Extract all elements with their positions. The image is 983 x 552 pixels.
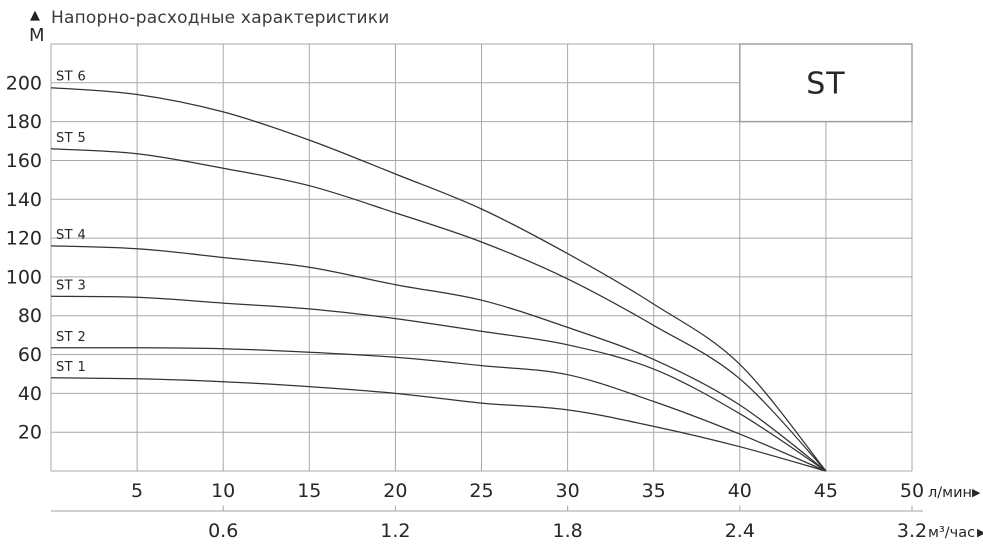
x-axis-tick-label: 10 [211, 480, 235, 502]
curve-st6 [50, 87, 827, 472]
x-axis-tick-label: 20 [383, 480, 407, 502]
y-axis-tick-label: 40 [18, 383, 42, 405]
y-axis-tick-label: 200 [6, 72, 42, 94]
curve-label-st3: ST 3 [56, 278, 86, 293]
y-axis-tick-label: 140 [6, 189, 42, 211]
secondary-axis-tick-label: 0.6 [208, 520, 238, 542]
x-axis-tick-label: 30 [556, 480, 580, 502]
y-axis-tick-label: 80 [18, 305, 42, 327]
x-axis-tick-label: 45 [814, 480, 838, 502]
curve-st2 [50, 347, 827, 472]
y-axis-tick-label: 100 [6, 266, 42, 288]
x-axis-unit-label: л/мин [928, 485, 972, 501]
x-axis-arrow-icon: ▶ [972, 486, 981, 499]
curve-label-st4: ST 4 [56, 228, 86, 243]
y-axis-tick-label: 120 [6, 228, 42, 250]
secondary-axis-tick-label: 2.4 [725, 520, 755, 542]
curve-st5 [50, 148, 827, 472]
chart-title: Напорно-расходные характеристики [51, 8, 390, 28]
secondary-axis-tick-label: 3.2 [897, 520, 927, 542]
y-axis-tick-label: 20 [18, 422, 42, 444]
curve-label-st6: ST 6 [56, 70, 86, 85]
x-axis-tick-label: 50 [900, 480, 924, 502]
x-axis-tick-label: 5 [131, 480, 143, 502]
y-axis-tick-label: 180 [6, 111, 42, 133]
curve-label-st2: ST 2 [56, 330, 86, 345]
curve-label-st5: ST 5 [56, 131, 86, 146]
series-group-label: ST [806, 66, 845, 101]
secondary-axis-unit-label: м³/час [928, 525, 975, 541]
secondary-axis-tick-label: 1.8 [552, 520, 582, 542]
curve-st4 [50, 245, 827, 472]
curve-label-st1: ST 1 [56, 360, 86, 375]
y-axis-unit-label: М [29, 25, 45, 46]
x-axis-tick-label: 35 [642, 480, 666, 502]
x-axis-tick-label: 40 [728, 480, 752, 502]
chart-header: ▲ Напорно-расходные характеристики М [0, 0, 983, 46]
y-axis-tick-label: 60 [18, 344, 42, 366]
secondary-axis-arrow-icon: ▶ [977, 526, 983, 539]
curve-st3 [50, 295, 827, 472]
secondary-axis-tick-label: 1.2 [380, 520, 410, 542]
y-axis-tick-label: 160 [6, 150, 42, 172]
y-axis-up-arrow-icon: ▲ [30, 8, 40, 23]
x-axis-tick-label: 15 [297, 480, 321, 502]
curve-st1 [50, 377, 827, 472]
series-group-box [739, 43, 913, 123]
x-axis-tick-label: 25 [469, 480, 493, 502]
